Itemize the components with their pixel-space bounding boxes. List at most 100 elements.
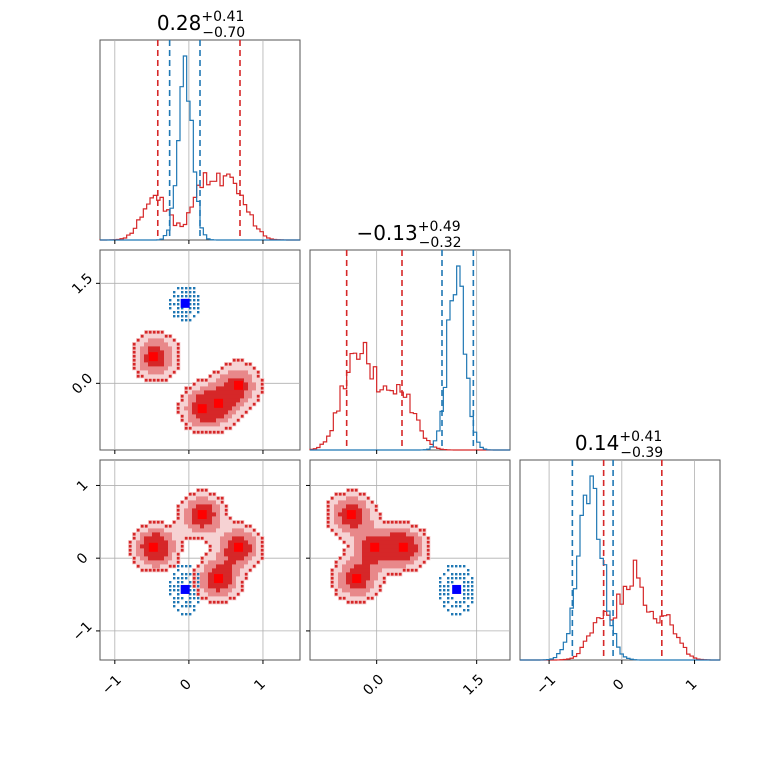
panel-p1-p2-red-cell — [192, 390, 197, 395]
panel-p2-p3-red-cell — [362, 584, 367, 589]
panel-p2-p3-red-contour-cell — [410, 524, 414, 528]
panel-p1-p3-red-cell — [168, 548, 173, 553]
panel-p1-p3-red-contour-cell — [188, 492, 192, 496]
panel-p1-p3-red-contour-cell — [220, 500, 224, 504]
panel-p1-p3-red-cell — [160, 552, 165, 557]
panel-p2-p3-red-cell — [366, 548, 371, 553]
panel-p1-p2-red-cell — [172, 346, 177, 351]
panel-p1-p3-red-cell — [168, 540, 173, 545]
panel-p1-p3-red-cell — [140, 532, 145, 537]
panel-p1-p3-red-contour-cell — [232, 520, 236, 524]
panel-p2-p3-red-cell — [406, 544, 411, 549]
panel-p2-p3-blue-contour-cell — [443, 573, 446, 576]
panel-p2-p3-red-cell — [370, 588, 375, 593]
panel-p1-p3-red-cell — [204, 536, 209, 541]
panel-p1-p3-blue-contour-cell — [189, 593, 192, 596]
panel-p1-p3-red-cell — [168, 552, 173, 557]
panel-p1-p3-red-cell — [212, 556, 217, 561]
panel-p2-p3-red-cell — [374, 540, 379, 545]
panel-p1-p3-red-cell — [200, 576, 205, 581]
panel-p2-p3-red-contour-cell — [426, 552, 430, 556]
panel-p1-p3-red-cell — [220, 548, 225, 553]
panel-p1-p2-red-contour-cell — [204, 430, 208, 434]
panel-p2-p3-red-cell — [374, 588, 379, 593]
panel-p1-p3-red-cell — [228, 520, 233, 525]
panel-p1-p3-red-cell — [152, 552, 157, 557]
panel-p2-p3-red-cell — [382, 552, 387, 557]
panel-p1-p3-red-contour-cell — [228, 516, 232, 520]
panel-p2-p3-red-cell — [342, 524, 347, 529]
panel-p2-p3-red-cell — [410, 532, 415, 537]
panel-p2-p3-blue-contour-cell — [463, 585, 466, 588]
panel-p1-p2-red-contour-cell — [192, 382, 196, 386]
panel-p1-p3-red-cell — [224, 580, 229, 585]
panel-p2-p3-red-cell — [334, 584, 339, 589]
panel-p2-p3-red-cell — [346, 592, 351, 597]
panel-p2-p3-red-cell — [338, 516, 343, 521]
panel-p2-p3-red-cell — [338, 580, 343, 585]
panel-p1-p2-blue-contour-cell — [197, 303, 200, 306]
panel-p1-p2-red-contour-cell — [196, 378, 200, 382]
panel-p1-p3-red-cell — [216, 556, 221, 561]
panel-p1-p2-red-cell — [184, 402, 189, 407]
panel-p1-p2-red-cell — [184, 418, 189, 423]
panel-p1-p3-red-cell — [208, 556, 213, 561]
panel-p1-p3-red-cell — [224, 556, 229, 561]
panel-p1-p2-red-cell — [208, 406, 213, 411]
panel-p2-p3-red-contour-cell — [334, 492, 338, 496]
panel-p2-p3-red-cell — [334, 528, 339, 533]
panel-p1-p3-red-contour-cell — [208, 600, 212, 604]
panel-p2-p3-red-cell — [338, 584, 343, 589]
panel-p1-p3-red-marker-2 — [214, 574, 224, 584]
panel-p1-p3-red-cell — [212, 568, 217, 573]
panel-p1-p2-red-cell — [160, 338, 165, 343]
panel-p1-p3-red-cell — [136, 552, 141, 557]
panel-p1-p3-red-cell — [156, 548, 161, 553]
title-p1-plus: +0.41 — [201, 9, 244, 25]
panel-p2-p3-blue-contour-cell — [451, 597, 454, 600]
panel-p1-p2-red-cell — [144, 342, 149, 347]
panel-p1-p2-red-cell — [248, 398, 253, 403]
panel-p1-p2-red-cell — [232, 370, 237, 375]
panel-p2-p3-red-cell — [362, 536, 367, 541]
panel-p1-p2-red-cell — [200, 426, 205, 431]
panel-p1-p3-red-cell — [144, 528, 149, 533]
panel-p1-p3-red-contour-cell — [184, 536, 188, 540]
panel-p2-p3-red-contour-cell — [350, 488, 354, 492]
panel-p1-p3-blue-contour-cell — [185, 613, 188, 616]
panel-p2-p3-red-cell — [354, 584, 359, 589]
panel-p1-p2-red-cell — [228, 378, 233, 383]
panel-p1-p2-red-cell — [248, 378, 253, 383]
panel-p2-p3-red-cell — [366, 532, 371, 537]
panel-p2-p3-blue-contour-cell — [451, 565, 454, 568]
panel-p2-p3-red-contour-cell — [382, 580, 386, 584]
panel-p1-p2-red-cell — [188, 414, 193, 419]
panel-p2-p3-red-cell — [390, 536, 395, 541]
panel-p1-p2-red-contour-cell — [176, 366, 180, 370]
panel-p1-p3-red-cell — [220, 516, 225, 521]
panel-p2-p3-red-cell — [402, 556, 407, 561]
panel-p2-p3-blue-contour-cell — [447, 577, 450, 580]
panel-p1-p3-red-cell — [236, 540, 241, 545]
panel-p2-p3-red-contour-cell — [330, 496, 334, 500]
title-p2-minus: −0.32 — [419, 235, 462, 251]
panel-p1-p3-blue-contour-cell — [177, 577, 180, 580]
panel-p1-p2-blue-contour-cell — [177, 295, 180, 298]
panel-p2-p3-red-cell — [342, 572, 347, 577]
panel-p2-p3-red-cell — [358, 500, 363, 505]
panel-p2-p3-red-cell — [334, 576, 339, 581]
panel-p1-p3-blue-contour-cell — [177, 593, 180, 596]
panel-p2-p3-red-cell — [354, 536, 359, 541]
panel-p2-p3-red-cell — [418, 548, 423, 553]
panel-p1-p3-blue-density — [169, 565, 200, 616]
panel-p1-p2-blue-contour-cell — [193, 299, 196, 302]
panel-p1-p2-red-cell — [196, 418, 201, 423]
panel-p2-p3-red-cell — [422, 544, 427, 549]
panel-p2-p3-red-cell — [374, 580, 379, 585]
panel-p1-p3-red-cell — [184, 508, 189, 513]
panel-p1-p2-red-cell — [136, 350, 141, 355]
panel-p2-p3-red-cell — [414, 536, 419, 541]
panel-p1-p2-red-cell — [208, 382, 213, 387]
panel-p1-p3-red-contour-cell — [200, 556, 204, 560]
panel-p1-p2-red-contour-cell — [168, 334, 172, 338]
